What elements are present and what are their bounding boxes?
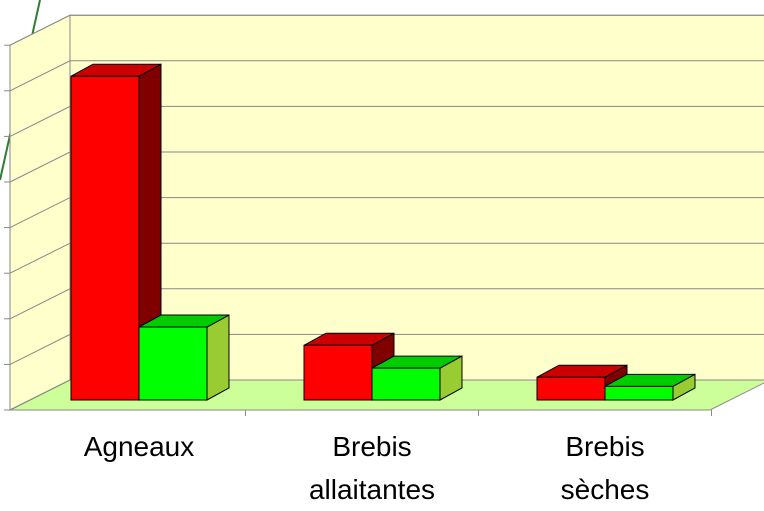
grid-line (9, 197, 764, 229)
grid-line (9, 14, 764, 46)
grid-line (9, 288, 764, 320)
x-tick-label: Brebis allaitantes (308, 431, 436, 505)
grid-line (9, 242, 764, 274)
bar (371, 355, 463, 401)
bar-front (70, 75, 140, 401)
bar-front (536, 376, 606, 401)
grid-line (9, 151, 764, 183)
bar-front (303, 344, 373, 401)
grid-line (9, 105, 764, 137)
bar-front (604, 385, 674, 401)
bar-front (138, 326, 208, 401)
bar (604, 373, 696, 401)
bar-side (206, 314, 230, 401)
x-tick-label: Agneaux (83, 431, 195, 462)
grid-line (9, 60, 764, 92)
grid-line (9, 333, 764, 365)
bar-front (371, 367, 441, 401)
x-tick-label: Brebis sèches (560, 431, 650, 505)
bar (138, 314, 230, 401)
bar (70, 63, 162, 401)
